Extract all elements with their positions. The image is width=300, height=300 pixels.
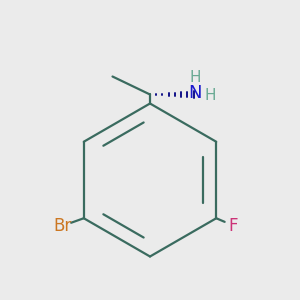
Text: N: N (188, 84, 202, 102)
Text: H: H (205, 88, 216, 104)
Text: H: H (189, 70, 201, 85)
Text: Br: Br (54, 217, 72, 235)
Text: F: F (228, 217, 238, 235)
